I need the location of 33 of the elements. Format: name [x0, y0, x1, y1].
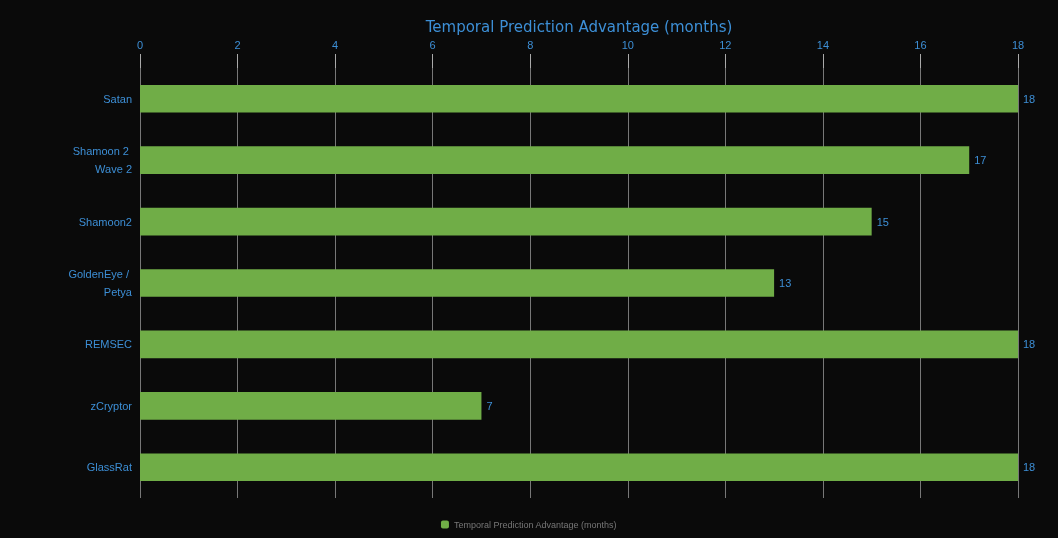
- x-tick-label: 10: [621, 38, 634, 51]
- x-tick-label: 6: [429, 38, 436, 51]
- bar: [140, 453, 1018, 482]
- x-tick-label: 12: [719, 38, 732, 51]
- x-tick-label: 0: [136, 38, 144, 51]
- data-label: 7: [486, 399, 493, 412]
- x-tick-label: 8: [527, 38, 534, 51]
- legend-label: Temporal Prediction Advantage (months): [453, 519, 617, 530]
- y-tick-label: GoldenEye / Petya: [68, 268, 133, 298]
- y-tick-label: REMSEC: [84, 338, 133, 351]
- y-tick-label: Shamoon2: [78, 215, 132, 228]
- data-label: 18: [1023, 461, 1036, 474]
- data-label: 18: [1023, 92, 1036, 105]
- bar: [140, 392, 482, 420]
- y-tick-label: Satan: [103, 92, 132, 105]
- x-tick-label: 14: [816, 38, 830, 51]
- x-tick-label: 2: [234, 38, 241, 51]
- x-tick-label: 18: [1011, 38, 1025, 51]
- bar: [140, 269, 775, 297]
- data-label: 15: [876, 215, 889, 228]
- bar: [140, 330, 1018, 359]
- x-axis-title: Temporal Prediction Advantage (months): [424, 17, 733, 36]
- y-tick-label: Shamoon 2 Wave 2: [72, 145, 132, 176]
- y-tick-label: zCryptor: [90, 399, 133, 412]
- bar: [140, 207, 872, 236]
- y-tick-label: GlassRat: [86, 461, 132, 474]
- bar: [140, 146, 970, 174]
- data-label: 18: [1023, 338, 1036, 351]
- bar: [140, 84, 1018, 113]
- x-tick-label: 4: [332, 38, 339, 51]
- x-tick-label: 16: [914, 38, 927, 51]
- data-label: 17: [974, 154, 987, 167]
- data-label: 13: [779, 277, 792, 289]
